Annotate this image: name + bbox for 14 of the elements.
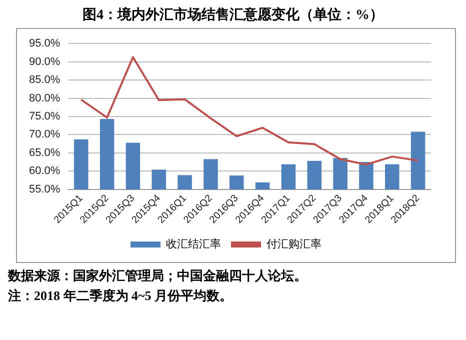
y-tick-label: 75.0%: [28, 110, 60, 123]
source-note: 数据来源：国家外汇管理局；中国金融四十人论坛。: [8, 267, 307, 285]
y-tick-label: 85.0%: [28, 74, 60, 86]
y-tick-label: 65.0%: [28, 146, 60, 159]
y-tick-label: 95.0%: [28, 38, 60, 50]
legend-label: 收汇结汇率: [166, 238, 221, 251]
chart-title: 图4：境内外汇市场结售汇意愿变化（单位：%）: [82, 6, 384, 24]
y-tick-label: 60.0%: [28, 165, 60, 178]
y-tick-label: 70.0%: [28, 128, 60, 141]
y-tick-label: 80.0%: [28, 92, 60, 104]
y-tick-label: 90.0%: [28, 56, 60, 68]
y-tick-label: 55.0%: [28, 183, 60, 196]
legend-label: 付汇购汇率: [266, 238, 322, 251]
text: 注：2018 年二季度为 4~5 月份平均数。: [8, 287, 234, 305]
